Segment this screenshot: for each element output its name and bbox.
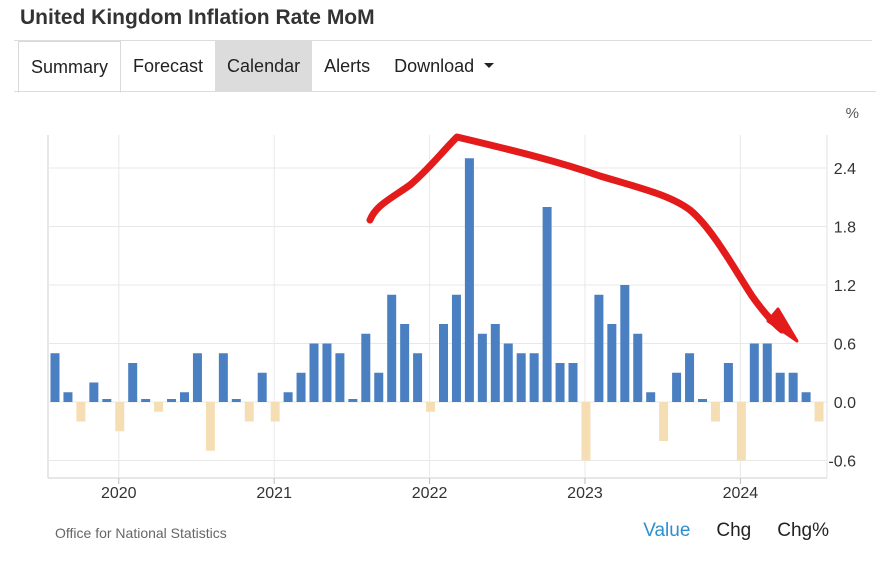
title-divider bbox=[14, 40, 872, 41]
bar bbox=[568, 363, 578, 402]
x-tick-label: 2022 bbox=[412, 485, 448, 502]
bar bbox=[102, 399, 112, 402]
bar bbox=[581, 402, 591, 461]
bar bbox=[205, 402, 215, 451]
bar bbox=[555, 363, 565, 402]
bar bbox=[633, 333, 643, 402]
bar bbox=[607, 324, 617, 402]
bar bbox=[723, 363, 733, 402]
bar bbox=[620, 285, 630, 402]
bar bbox=[529, 353, 539, 402]
bar bbox=[646, 392, 656, 402]
bar bbox=[659, 402, 669, 441]
bar bbox=[736, 402, 746, 461]
bar bbox=[244, 402, 254, 422]
bar bbox=[710, 402, 720, 422]
bar bbox=[516, 353, 526, 402]
bar bbox=[503, 343, 513, 402]
bar bbox=[141, 399, 151, 402]
bar bbox=[439, 324, 448, 402]
bar bbox=[180, 392, 189, 402]
x-tick-label: 2021 bbox=[256, 485, 292, 502]
annotation-arrow-line bbox=[366, 133, 786, 334]
tab-summary[interactable]: Summary bbox=[18, 41, 122, 93]
bar bbox=[76, 402, 86, 422]
bar bbox=[814, 402, 824, 422]
bar bbox=[270, 402, 280, 422]
tab-download-label: Download bbox=[394, 56, 475, 76]
y-tick-label: 2.4 bbox=[834, 161, 856, 178]
bar bbox=[672, 372, 682, 402]
view-value-option[interactable]: Value bbox=[643, 520, 691, 541]
bar bbox=[400, 324, 410, 402]
bar bbox=[801, 392, 811, 402]
bar bbox=[762, 343, 772, 402]
bar bbox=[89, 382, 99, 402]
caret-down-icon bbox=[484, 62, 495, 68]
bar bbox=[283, 392, 293, 402]
bar bbox=[257, 372, 267, 402]
bar bbox=[451, 294, 461, 402]
y-unit-label: % bbox=[846, 105, 859, 122]
page-title: United Kingdom Inflation Rate MoM bbox=[20, 6, 375, 29]
grid-layer bbox=[47, 135, 828, 479]
y-tick-label: 0.0 bbox=[834, 395, 856, 412]
bar bbox=[749, 343, 759, 402]
bar bbox=[374, 372, 384, 402]
bar bbox=[361, 333, 371, 402]
bar bbox=[685, 353, 695, 402]
y-tick-label: 1.8 bbox=[834, 220, 856, 237]
bar bbox=[594, 294, 604, 402]
bar bbox=[775, 372, 785, 402]
bar bbox=[115, 402, 125, 432]
bar bbox=[63, 392, 73, 402]
x-tick-label: 2024 bbox=[723, 485, 759, 502]
bar bbox=[309, 343, 319, 402]
annotation-layer bbox=[366, 133, 799, 343]
bar bbox=[698, 399, 707, 402]
bars-layer bbox=[50, 158, 824, 461]
tab-bar: Summary Forecast Calendar Alerts Downloa… bbox=[18, 41, 506, 93]
bar bbox=[167, 399, 177, 402]
bar bbox=[335, 353, 345, 402]
bar bbox=[348, 399, 358, 402]
view-switch: Value Chg Chg% bbox=[643, 520, 829, 542]
bar bbox=[192, 353, 202, 402]
x-tick-label: 2020 bbox=[101, 485, 137, 502]
bar bbox=[788, 372, 798, 402]
bar bbox=[464, 158, 474, 402]
bar bbox=[490, 324, 500, 402]
bar bbox=[128, 363, 138, 402]
y-tick-label: 0.6 bbox=[834, 337, 856, 354]
bar bbox=[426, 402, 436, 412]
bar bbox=[542, 207, 552, 402]
axis-layer: 2.4 1.8 1.2 0.6 0.0 -0.6% 2020 2021 2022 2023 2024 bbox=[101, 105, 859, 502]
bar bbox=[231, 399, 241, 402]
bar bbox=[322, 343, 332, 402]
y-tick-label: -0.6 bbox=[828, 454, 856, 471]
bar bbox=[296, 372, 306, 402]
tab-calendar[interactable]: Calendar bbox=[215, 41, 313, 91]
tab-alerts[interactable]: Alerts bbox=[324, 56, 371, 76]
bar bbox=[154, 402, 164, 412]
bar bbox=[218, 353, 228, 402]
source-note: Office for National Statistics bbox=[55, 525, 227, 541]
annotation-arrowhead bbox=[766, 307, 799, 343]
bar bbox=[413, 353, 423, 402]
view-chg-option[interactable]: Chg bbox=[716, 520, 752, 541]
tabs-divider bbox=[14, 91, 876, 92]
tab-forecast[interactable]: Forecast bbox=[133, 56, 204, 76]
x-tick-label: 2023 bbox=[567, 485, 603, 502]
y-tick-label: 1.2 bbox=[834, 278, 856, 295]
bar bbox=[387, 294, 397, 402]
bar bbox=[477, 333, 487, 402]
tab-download[interactable]: Download bbox=[382, 41, 506, 91]
view-chgpct-option[interactable]: Chg% bbox=[777, 520, 829, 541]
bar bbox=[50, 353, 60, 402]
